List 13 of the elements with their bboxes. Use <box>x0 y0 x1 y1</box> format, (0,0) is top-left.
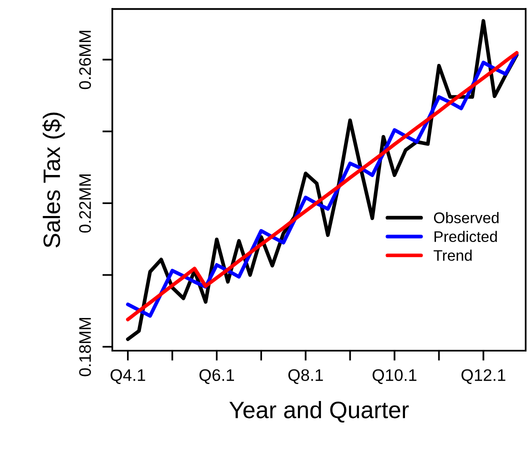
x-tick-label: Q10.1 <box>372 369 416 384</box>
legend-label: Predicted <box>434 230 497 242</box>
legend-label: Trend <box>434 250 472 261</box>
y-tick-label: 0.22MM <box>79 174 91 233</box>
y-tick-label: 0.26MM <box>79 30 91 90</box>
y-tick-label: 0.18MM <box>79 318 91 376</box>
x-tick-label: Q8.1 <box>288 369 323 384</box>
x-tick-label: Q6.1 <box>199 369 234 384</box>
legend-label: Observed <box>434 212 499 224</box>
x-tick-label: Q4.1 <box>110 369 146 384</box>
x-axis-title: Year and Quarter <box>229 400 409 423</box>
y-axis-title: Sales Tax ($) <box>42 112 65 248</box>
x-tick-label: Q12.1 <box>461 369 506 384</box>
